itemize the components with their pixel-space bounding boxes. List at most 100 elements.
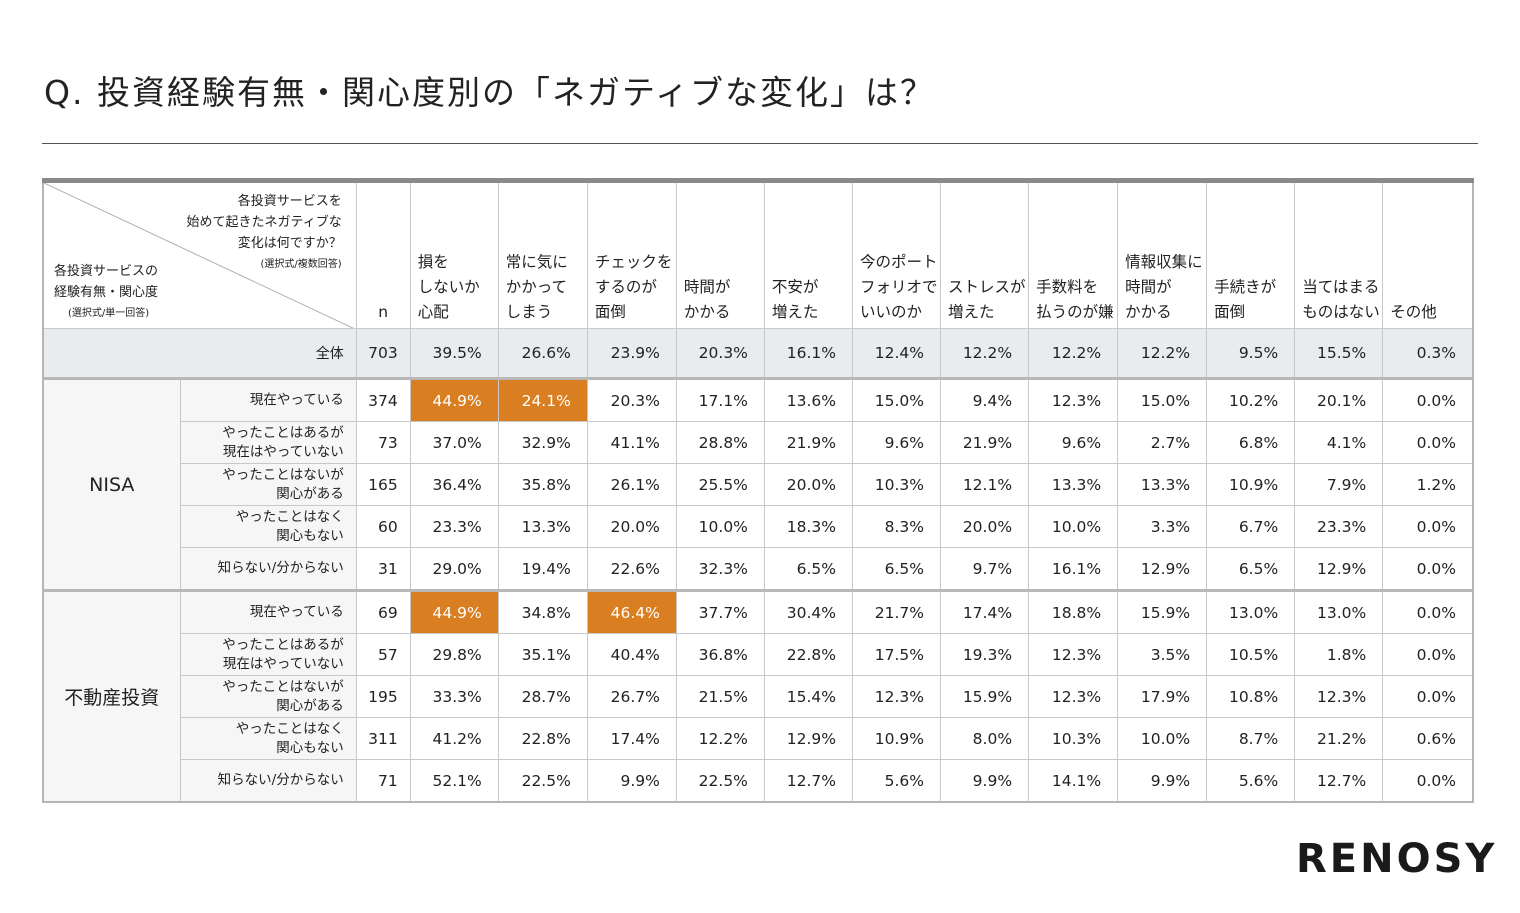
column-header-line: 常に気に [505,253,568,271]
total-value-cell: 12.2% [1117,328,1208,379]
group-section: 不動産投資 現在やっている 69 44.9% 34.8% 46.4% 37.7% 30.4% 2… [42,590,1474,803]
row-label-line: 関心がある [276,697,344,714]
column-header-line: 不安が [771,278,819,296]
value-cell: 10.8% [1206,675,1296,718]
row-label-line: やったことはないが [222,466,344,483]
value-cell: 0.0% [1382,590,1474,634]
value-cell: 41.1% [586,421,677,464]
value-cell: 40.4% [586,633,677,676]
value-cell: 9.9% [586,759,677,803]
highlighted-value-cell: 24.1% [497,378,588,422]
value-cell: 16.1% [1028,547,1119,591]
value-cell: 7.9% [1294,463,1384,506]
column-header-line: かかって [505,278,568,296]
row-label: 現在やっている [179,590,357,634]
value-cell: 0.0% [1382,421,1474,464]
value-cell: 21.9% [940,421,1030,464]
n-cell: 57 [355,633,411,676]
row-label-line: やったことはなく [235,508,344,525]
value-cell: 4.1% [1294,421,1384,464]
column-header: その他 [1382,178,1474,329]
value-cell: 21.5% [675,675,765,718]
table-row: NISA 現在やっている 374 44.9% 24.1% 20.3% 17.1% 13.6% 1… [42,378,1474,591]
row-label: 知らない/分からない [179,759,357,803]
column-header-line: かかる [683,303,731,321]
value-cell: 10.5% [1206,633,1296,676]
value-cell: 22.5% [675,759,765,803]
value-cell: 6.7% [1206,505,1296,548]
column-header-line: 当てはまる [1302,278,1380,296]
value-cell: 8.0% [940,717,1030,760]
row-label-line: やったことはないが [222,678,344,695]
value-cell: 29.0% [409,547,499,591]
value-cell: 9.7% [940,547,1030,591]
value-cell: 13.3% [1117,463,1208,506]
column-header-line: 面倒 [1214,303,1246,321]
value-cell: 33.3% [409,675,499,718]
value-cell: 35.1% [497,633,588,676]
column-header: 不安が 増えた [763,178,853,329]
column-header-line: 時間が [1125,278,1172,296]
value-cell: 6.5% [763,547,853,591]
value-cell: 2.7% [1117,421,1208,464]
value-cell: 15.9% [1117,590,1208,634]
row-label: やったことはあるが 現在はやっていない [179,421,357,464]
total-value-cell: 12.4% [851,328,942,379]
n-cell: 374 [355,378,411,422]
value-cell: 9.4% [940,378,1030,422]
highlighted-value-cell: 44.9% [409,378,499,422]
table-row: 知らない/分からない 71 52.1% 22.5% 9.9% 22.5% 12.7% 5.6%… [43,759,1474,803]
value-cell: 10.3% [1028,717,1119,760]
value-cell: 3.3% [1117,505,1208,548]
column-header: 情報収集に 時間が かかる [1117,178,1208,329]
table-row: やったことはないが 関心がある 195 33.3% 28.7% 26.7% 21.5% 15.… [43,675,1474,718]
row-label: 現在やっている [179,378,357,422]
question-line: 変化は何ですか？ [237,236,342,251]
value-cell: 22.5% [497,759,588,803]
value-cell: 0.0% [1382,675,1474,718]
row-label-line: 現在はやっていない [222,443,344,460]
row-label-line: 知らない/分からない [217,560,344,576]
value-cell: 12.7% [1294,759,1384,803]
value-cell: 21.2% [1294,717,1384,760]
value-cell: 10.0% [1028,505,1119,548]
value-cell: 12.1% [940,463,1030,506]
value-cell: 15.9% [940,675,1030,718]
value-cell: 26.1% [586,463,677,506]
value-cell: 10.0% [1117,717,1208,760]
corner-diagonal-line [48,185,353,328]
value-cell: 22.8% [497,717,588,760]
value-cell: 22.6% [586,547,677,591]
value-cell: 19.3% [940,633,1030,676]
value-cell: 0.6% [1382,717,1474,760]
row-label-line: やったことはなく [235,720,344,737]
total-label: 全体 [42,328,357,379]
value-cell: 6.5% [1206,547,1296,591]
column-header: 常に気にかかってしまう [497,178,588,329]
row-label-line: 現在やっている [249,392,344,408]
value-cell: 15.0% [851,378,942,422]
value-cell: 9.9% [940,759,1030,803]
value-cell: 13.0% [1206,590,1296,634]
value-cell: 34.8% [497,590,588,634]
row-label-line: 関心がある [276,485,344,502]
value-cell: 10.0% [675,505,765,548]
value-cell: 9.6% [1028,421,1119,464]
n-cell: 165 [355,463,411,506]
row-label-line: 現在やっている [249,604,344,620]
value-cell: 12.3% [1028,378,1119,422]
value-cell: 17.9% [1117,675,1208,718]
value-cell: 29.8% [409,633,499,676]
value-cell: 3.5% [1117,633,1208,676]
column-header: 手続きが 面倒 [1206,178,1296,329]
column-header-line: しまう [505,303,553,321]
renosy-logo: RENOSY [1296,836,1498,882]
value-cell: 17.4% [586,717,677,760]
value-cell: 17.5% [851,633,942,676]
value-cell: 0.0% [1382,378,1474,422]
value-cell: 12.3% [851,675,942,718]
total-value-cell: 9.5% [1206,328,1296,379]
column-header-line: 情報収集に [1125,253,1203,271]
total-value-cell: 0.3% [1382,328,1474,379]
value-cell: 12.3% [1028,675,1119,718]
